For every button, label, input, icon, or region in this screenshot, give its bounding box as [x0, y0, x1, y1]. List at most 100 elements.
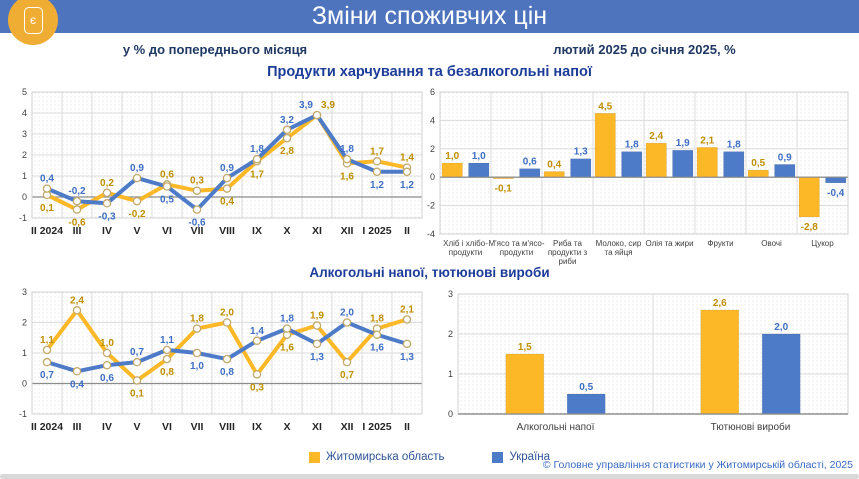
- svg-text:Овочі: Овочі: [761, 239, 782, 248]
- svg-text:2,6: 2,6: [713, 298, 727, 309]
- svg-text:1,8: 1,8: [190, 314, 204, 325]
- svg-text:та яйця: та яйця: [605, 248, 633, 257]
- svg-text:-4: -4: [427, 229, 435, 239]
- svg-text:1,8: 1,8: [250, 144, 264, 155]
- svg-text:1,4: 1,4: [250, 326, 264, 337]
- svg-text:0,8: 0,8: [220, 367, 234, 378]
- svg-text:2,0: 2,0: [340, 308, 354, 319]
- svg-text:1,0: 1,0: [100, 338, 114, 349]
- svg-text:X: X: [283, 421, 290, 433]
- svg-text:1: 1: [448, 369, 453, 379]
- header-bar: Зміни споживчих цін: [0, 0, 859, 33]
- svg-text:VIII: VIII: [219, 225, 235, 237]
- svg-text:IV: IV: [102, 225, 112, 237]
- svg-text:1,0: 1,0: [190, 361, 204, 372]
- svg-text:0,7: 0,7: [340, 370, 354, 381]
- svg-text:2,4: 2,4: [70, 295, 84, 306]
- svg-text:1,0: 1,0: [472, 151, 486, 162]
- svg-text:0,1: 0,1: [130, 388, 144, 399]
- svg-text:1,8: 1,8: [370, 314, 384, 325]
- svg-text:2,1: 2,1: [400, 304, 414, 315]
- hryvnia-tag-icon: є: [23, 6, 43, 34]
- legend-label-region: Житомирська область: [325, 451, 445, 463]
- svg-text:XII: XII: [341, 421, 354, 433]
- svg-text:0,7: 0,7: [40, 370, 54, 381]
- svg-text:1,9: 1,9: [676, 138, 690, 149]
- region-swatch-icon: [308, 451, 320, 463]
- svg-text:2,8: 2,8: [280, 146, 294, 157]
- chart-legend: Житомирська область Україна: [0, 451, 859, 463]
- svg-text:III: III: [73, 421, 82, 433]
- svg-text:XI: XI: [312, 225, 322, 237]
- svg-text:1,3: 1,3: [310, 352, 324, 363]
- svg-text:0,5: 0,5: [579, 382, 593, 393]
- svg-text:0,3: 0,3: [190, 176, 204, 187]
- svg-text:XII: XII: [341, 225, 354, 237]
- section-title-alcohol: Алкогольні напої, тютюнові вироби: [309, 265, 550, 280]
- svg-text:Фрукти: Фрукти: [707, 239, 733, 248]
- svg-text:IX: IX: [252, 225, 262, 237]
- svg-text:II: II: [404, 421, 410, 433]
- svg-text:Цукор: Цукор: [811, 239, 834, 248]
- svg-text:1,8: 1,8: [625, 140, 639, 151]
- svg-text:2,0: 2,0: [220, 308, 234, 319]
- svg-text:0,3: 0,3: [250, 382, 264, 393]
- alcohol-monthly-line-chart: -1 0 1 2 3 1,1 0,7 II 2024 2,4 0,4 III 1,0 0,6 IV 0,1 0…: [19, 287, 423, 433]
- svg-text:0: 0: [22, 192, 27, 202]
- svg-text:1,2: 1,2: [400, 180, 414, 191]
- svg-text:VIII: VIII: [219, 421, 235, 433]
- svg-text:3,9: 3,9: [299, 100, 313, 111]
- svg-text:2,4: 2,4: [649, 131, 663, 142]
- svg-text:0: 0: [430, 172, 435, 182]
- svg-text:1,5: 1,5: [518, 342, 532, 353]
- svg-text:VII: VII: [191, 225, 204, 237]
- svg-text:0,6: 0,6: [160, 169, 174, 180]
- svg-text:Риба та: Риба та: [553, 239, 582, 248]
- statistics-logo: є: [8, 0, 58, 45]
- svg-text:VI: VI: [162, 421, 172, 433]
- svg-text:1,8: 1,8: [340, 144, 354, 155]
- svg-text:0,6: 0,6: [523, 157, 537, 168]
- svg-text:0,2: 0,2: [100, 178, 114, 189]
- svg-text:Олія та жири: Олія та жири: [645, 239, 693, 248]
- svg-text:-0,3: -0,3: [98, 211, 116, 222]
- svg-text:1,9: 1,9: [310, 311, 324, 322]
- svg-text:0,6: 0,6: [100, 373, 114, 384]
- svg-text:3,9: 3,9: [321, 100, 335, 111]
- legend-label-ukraine: Україна: [509, 451, 551, 463]
- svg-text:1,4: 1,4: [400, 153, 414, 164]
- svg-text:V: V: [133, 421, 140, 433]
- svg-text:4: 4: [22, 108, 27, 118]
- svg-text:продукти з: продукти з: [548, 248, 588, 257]
- svg-text:5: 5: [22, 87, 27, 97]
- svg-text:III: III: [73, 225, 82, 237]
- svg-text:Хліб і хлібо-: Хліб і хлібо-: [443, 239, 488, 248]
- svg-text:1,3: 1,3: [400, 352, 414, 363]
- svg-text:II 2024: II 2024: [31, 225, 63, 237]
- svg-text:0,9: 0,9: [130, 163, 144, 174]
- svg-text:2: 2: [22, 318, 27, 328]
- svg-text:3,2: 3,2: [280, 115, 294, 126]
- copyright-note: © Головне управління статистики у Житоми…: [542, 459, 853, 471]
- svg-text:4,5: 4,5: [598, 101, 612, 112]
- svg-text:1,1: 1,1: [40, 335, 54, 346]
- svg-text:2: 2: [448, 329, 453, 339]
- svg-text:-2: -2: [427, 201, 435, 211]
- svg-text:0: 0: [448, 409, 453, 419]
- right-column-subtitle: лютий 2025 до січня 2025, %: [553, 42, 736, 57]
- left-column-subtitle: у % до попереднього місяця: [122, 42, 308, 57]
- svg-text:0,9: 0,9: [220, 163, 234, 174]
- svg-text:0,8: 0,8: [160, 367, 174, 378]
- svg-text:I 2025: I 2025: [362, 421, 391, 433]
- alcohol-tobacco-bar-chart: 0 1 2 3 1,5 0,5 Алкогольні напої 2,6 2,0 Тютюнові…: [448, 289, 849, 433]
- svg-text:-0,1: -0,1: [495, 184, 513, 195]
- svg-text:V: V: [133, 225, 140, 237]
- legend-item-ukraine: Україна: [492, 451, 550, 463]
- svg-text:2,1: 2,1: [700, 135, 714, 146]
- bottom-strip: [0, 474, 859, 479]
- svg-text:3: 3: [22, 287, 27, 297]
- svg-text:1,8: 1,8: [727, 140, 741, 151]
- svg-text:1,2: 1,2: [370, 180, 384, 191]
- svg-text:6: 6: [430, 87, 435, 97]
- svg-text:I 2025: I 2025: [362, 225, 391, 237]
